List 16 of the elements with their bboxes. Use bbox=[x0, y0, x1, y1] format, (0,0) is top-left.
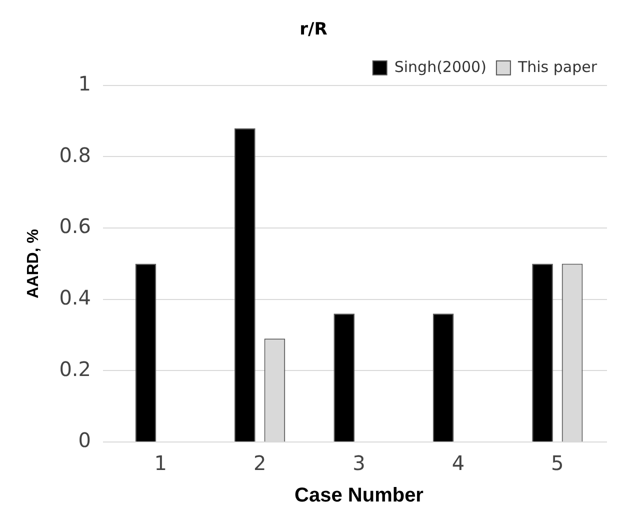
legend-label: This paper bbox=[516, 58, 598, 76]
y-tick-label: 0.6 bbox=[59, 214, 92, 238]
x-axis-title: Case Number bbox=[294, 484, 424, 507]
y-axis-title: AARD, % bbox=[25, 229, 42, 298]
x-tick-label: 1 bbox=[154, 451, 167, 476]
legend-label: Singh(2000) bbox=[394, 58, 486, 76]
chart-title: r/R bbox=[300, 20, 328, 40]
x-tick-label: 5 bbox=[551, 451, 564, 476]
y-tick-label: 0.2 bbox=[59, 356, 92, 381]
y-tick-label: 0.8 bbox=[59, 142, 92, 167]
y-tick-label: 0.4 bbox=[59, 286, 92, 310]
x-tick-label: 2 bbox=[253, 451, 266, 476]
y-tick-label: 0 bbox=[78, 428, 92, 452]
x-tick-label: 4 bbox=[452, 451, 465, 476]
y-tick-label: 1 bbox=[78, 72, 92, 96]
x-tick-label: 3 bbox=[352, 451, 366, 476]
